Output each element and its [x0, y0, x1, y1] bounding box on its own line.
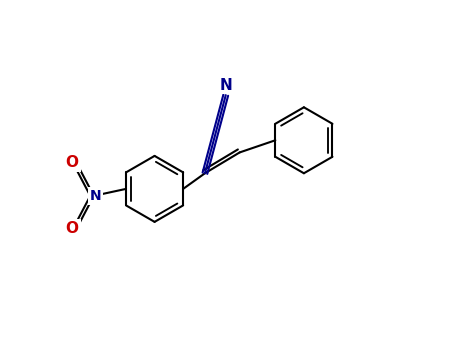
Text: O: O: [66, 155, 78, 170]
Text: N: N: [90, 189, 101, 203]
Text: N: N: [219, 78, 232, 93]
Text: O: O: [66, 221, 78, 236]
